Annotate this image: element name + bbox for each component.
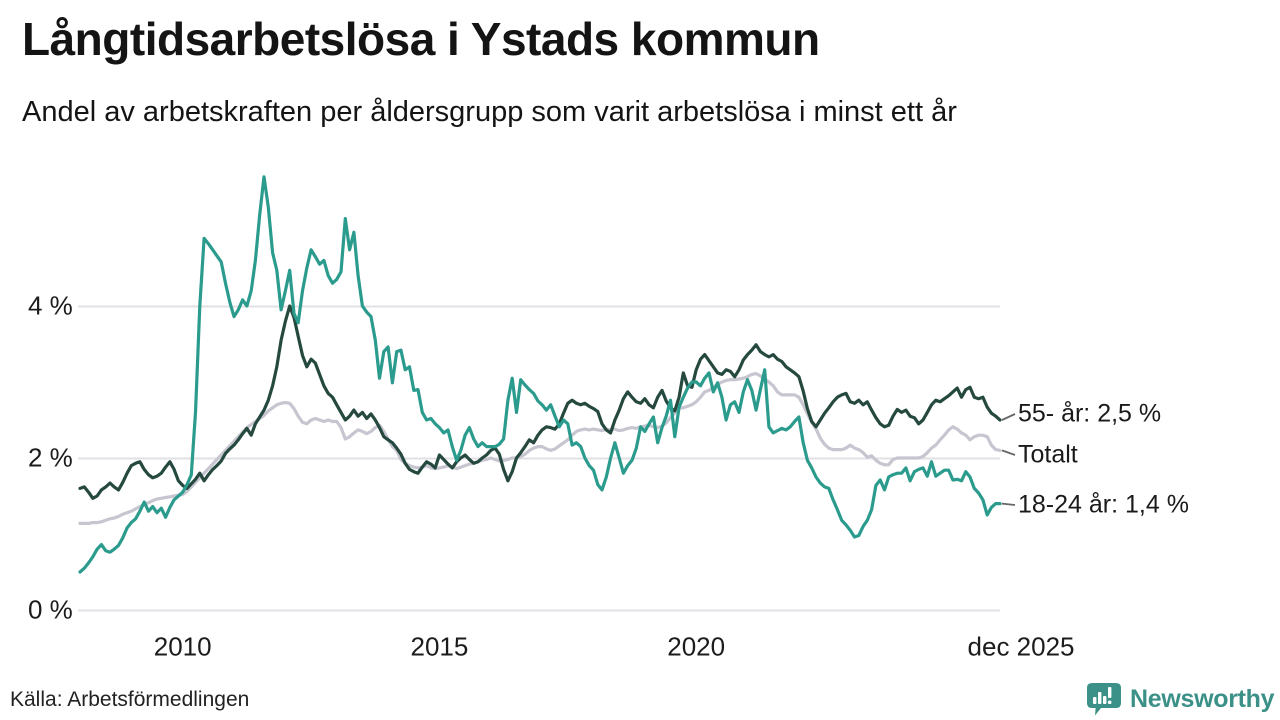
series-label-tick bbox=[1001, 502, 1016, 506]
newsworthy-logo-text: Newsworthy bbox=[1130, 684, 1275, 713]
series-end-label-totalt: Totalt bbox=[1018, 440, 1078, 469]
series-line-Totalt bbox=[78, 372, 1002, 526]
page-title: Långtidsarbetslösa i Ystads kommun bbox=[22, 13, 820, 65]
series-label-tick bbox=[1001, 413, 1016, 421]
newsworthy-brand: Newsworthy bbox=[1086, 681, 1275, 717]
source-note: Källa: Arbetsförmedlingen bbox=[10, 688, 250, 711]
x-axis-tick-2020: 2020 bbox=[667, 631, 726, 662]
y-axis-tick-2: 2 % bbox=[28, 442, 73, 473]
series-line-18-24-år bbox=[78, 175, 1002, 574]
series-line-55--år bbox=[78, 304, 1002, 500]
series-end-label-18-24-ar: 18-24 år: 1,4 % bbox=[1018, 490, 1189, 519]
x-axis-tick-2015: 2015 bbox=[410, 631, 469, 662]
x-axis-tick-dec-2025: dec 2025 bbox=[967, 631, 1075, 662]
series-end-label-55-ar: 55- år: 2,5 % bbox=[1018, 399, 1162, 428]
y-axis-tick-4: 4 % bbox=[28, 290, 73, 321]
y-axis-tick-0: 0 % bbox=[28, 594, 73, 625]
page-subtitle: Andel av arbetskraften per åldersgrupp s… bbox=[22, 96, 957, 128]
x-axis-tick-2010: 2010 bbox=[153, 631, 212, 662]
newsworthy-logo-icon bbox=[1087, 682, 1121, 715]
series-label-tick bbox=[1001, 449, 1016, 456]
